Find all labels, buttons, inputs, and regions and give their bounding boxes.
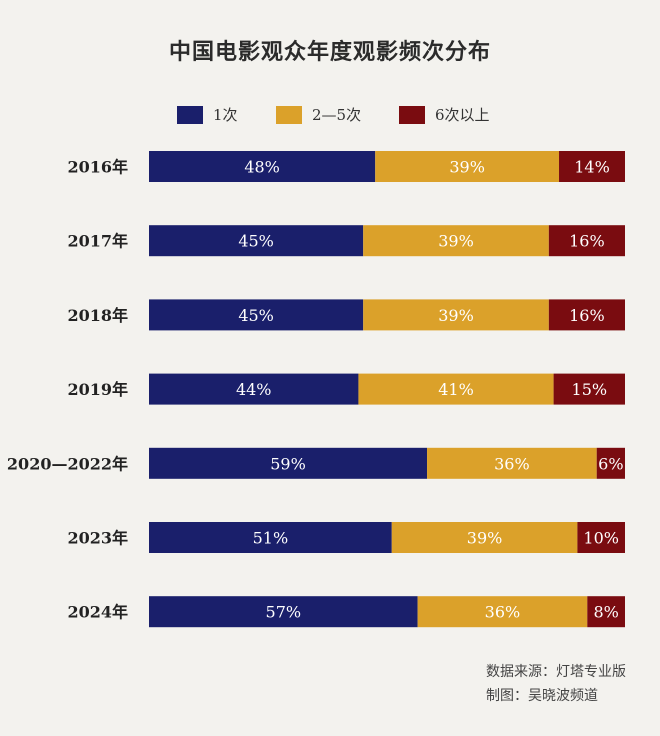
source-line-credit: 制图：吴晓波频道 xyxy=(486,688,598,704)
bar-segment-series-3 xyxy=(553,373,625,405)
bar-segment-series-1 xyxy=(149,447,428,479)
data-label-series-3: 6% xyxy=(598,454,623,473)
bar-segment-series-3 xyxy=(548,299,625,331)
data-label-series-1: 48% xyxy=(244,158,280,177)
category-label: 2023年 xyxy=(67,529,128,548)
data-label-series-1: 59% xyxy=(270,454,306,473)
bar-segment-series-2 xyxy=(375,151,560,182)
bar-segment-series-2 xyxy=(358,373,554,405)
category-label: 2018年 xyxy=(67,306,128,325)
bar-segment-series-2 xyxy=(363,225,549,257)
data-label-series-1: 45% xyxy=(238,306,274,325)
bar-segment-series-2 xyxy=(427,447,597,479)
category-label: 2019年 xyxy=(67,380,128,399)
source-line-data: 数据来源：灯塔专业版 xyxy=(486,664,626,680)
category-label: 2016年 xyxy=(67,158,128,177)
bar-segment-series-1 xyxy=(149,299,364,331)
category-label: 2020—2022年 xyxy=(7,454,128,473)
data-label-series-2: 39% xyxy=(467,529,503,548)
legend-label-series-1: 1次 xyxy=(213,106,238,124)
data-label-series-3: 16% xyxy=(569,306,605,325)
data-label-series-3: 14% xyxy=(574,158,610,177)
bar-segment-series-2 xyxy=(363,299,549,331)
bar-segment-series-2 xyxy=(417,596,588,628)
chart-title: 中国电影观众年度观影频次分布 xyxy=(168,39,491,65)
bar-segment-series-3 xyxy=(548,225,625,257)
data-label-series-3: 16% xyxy=(569,232,605,251)
bar-segment-series-2 xyxy=(391,522,578,553)
bar-segment-series-1 xyxy=(149,225,364,257)
data-label-series-2: 36% xyxy=(494,454,530,473)
bar-segment-series-3 xyxy=(596,447,625,479)
data-label-series-3: 15% xyxy=(572,380,608,399)
bar-segment-series-1 xyxy=(149,373,359,405)
data-label-series-2: 41% xyxy=(438,380,474,399)
category-label: 2024年 xyxy=(67,603,128,622)
data-label-series-1: 44% xyxy=(236,380,272,399)
data-label-series-2: 39% xyxy=(438,232,474,251)
data-label-series-2: 36% xyxy=(485,603,521,622)
data-label-series-3: 8% xyxy=(593,603,618,622)
data-label-series-1: 57% xyxy=(266,603,302,622)
bar-segment-series-3 xyxy=(559,151,625,182)
data-label-series-2: 39% xyxy=(449,158,485,177)
source-note: 数据来源：灯塔专业版 制图：吴晓波频道 xyxy=(486,660,626,708)
bar-segment-series-3 xyxy=(587,596,625,628)
data-label-series-1: 51% xyxy=(253,529,289,548)
legend-swatch-series-3 xyxy=(399,105,425,124)
legend-label-series-2: 2—5次 xyxy=(312,106,362,124)
data-label-series-1: 45% xyxy=(238,232,274,251)
chart-legend: 1次 2—5次 6次以上 xyxy=(0,104,660,124)
legend-item-series-1: 1次 xyxy=(177,104,238,125)
legend-label-series-3: 6次以上 xyxy=(435,106,490,124)
data-label-series-2: 39% xyxy=(438,306,474,325)
category-label: 2017年 xyxy=(67,232,128,251)
bar-segment-series-1 xyxy=(149,596,418,628)
data-label-series-3: 10% xyxy=(583,529,619,548)
legend-item-series-2: 2—5次 xyxy=(276,104,361,125)
legend-swatch-series-1 xyxy=(177,105,203,124)
legend-item-series-3: 6次以上 xyxy=(399,104,490,125)
bar-segment-series-3 xyxy=(577,522,625,553)
legend-swatch-series-2 xyxy=(276,105,302,124)
bar-segment-series-1 xyxy=(149,522,392,553)
bar-segment-series-1 xyxy=(149,151,376,182)
